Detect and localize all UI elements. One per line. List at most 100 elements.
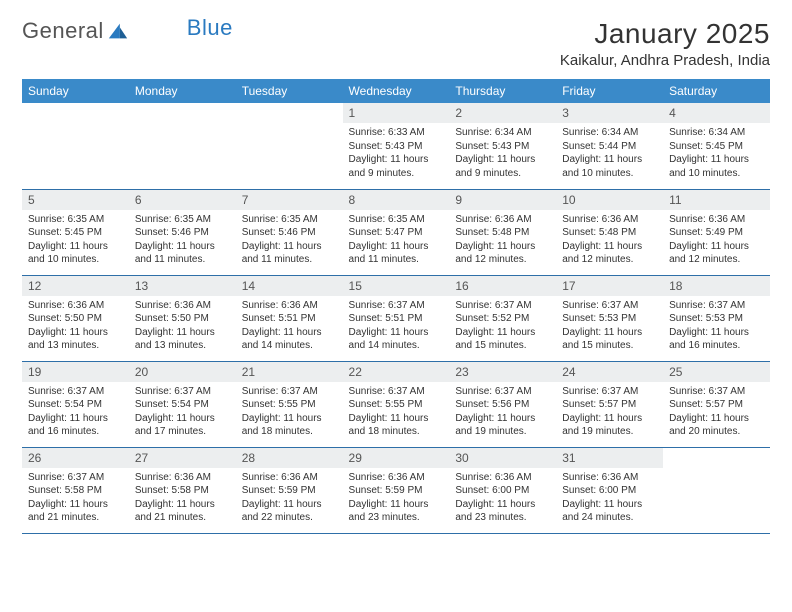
daylight-text: Daylight: 11 hours and 21 minutes. [135,498,230,525]
sunset-text: Sunset: 5:57 PM [562,398,657,412]
sunrise-text: Sunrise: 6:36 AM [562,213,657,227]
sunrise-text: Sunrise: 6:37 AM [28,385,123,399]
day-number: 25 [663,362,770,382]
sunset-text: Sunset: 5:57 PM [669,398,764,412]
daylight-text: Daylight: 11 hours and 24 minutes. [562,498,657,525]
sunset-text: Sunset: 6:00 PM [455,484,550,498]
day-number: 5 [22,190,129,210]
sunset-text: Sunset: 5:52 PM [455,312,550,326]
day-number: 27 [129,448,236,468]
day-number [22,103,129,109]
sunset-text: Sunset: 5:51 PM [242,312,337,326]
sunrise-text: Sunrise: 6:37 AM [562,385,657,399]
day-info: Sunrise: 6:37 AMSunset: 5:53 PMDaylight:… [556,296,663,357]
day-number: 8 [343,190,450,210]
day-number: 26 [22,448,129,468]
calendar-cell: 11Sunrise: 6:36 AMSunset: 5:49 PMDayligh… [663,189,770,275]
day-info: Sunrise: 6:36 AMSunset: 5:51 PMDaylight:… [236,296,343,357]
sunrise-text: Sunrise: 6:36 AM [455,213,550,227]
sunrise-text: Sunrise: 6:36 AM [28,299,123,313]
dayhead-wed: Wednesday [343,79,450,103]
calendar-cell [663,447,770,533]
calendar-cell: 9Sunrise: 6:36 AMSunset: 5:48 PMDaylight… [449,189,556,275]
day-info: Sunrise: 6:37 AMSunset: 5:55 PMDaylight:… [343,382,450,443]
sunset-text: Sunset: 5:45 PM [669,140,764,154]
day-info: Sunrise: 6:36 AMSunset: 5:50 PMDaylight:… [22,296,129,357]
daylight-text: Daylight: 11 hours and 20 minutes. [669,412,764,439]
sunset-text: Sunset: 5:50 PM [28,312,123,326]
daylight-text: Daylight: 11 hours and 14 minutes. [349,326,444,353]
sunrise-text: Sunrise: 6:33 AM [349,126,444,140]
day-number: 9 [449,190,556,210]
day-number: 18 [663,276,770,296]
day-info: Sunrise: 6:37 AMSunset: 5:54 PMDaylight:… [129,382,236,443]
day-info: Sunrise: 6:37 AMSunset: 5:52 PMDaylight:… [449,296,556,357]
day-number: 15 [343,276,450,296]
daylight-text: Daylight: 11 hours and 19 minutes. [562,412,657,439]
sunset-text: Sunset: 5:50 PM [135,312,230,326]
calendar-page: General Blue January 2025 Kaikalur, Andh… [0,0,792,552]
sunrise-text: Sunrise: 6:37 AM [242,385,337,399]
day-number: 1 [343,103,450,123]
daylight-text: Daylight: 11 hours and 15 minutes. [455,326,550,353]
day-number: 22 [343,362,450,382]
sunrise-text: Sunrise: 6:35 AM [135,213,230,227]
day-number: 11 [663,190,770,210]
calendar-cell: 21Sunrise: 6:37 AMSunset: 5:55 PMDayligh… [236,361,343,447]
day-number: 2 [449,103,556,123]
day-info: Sunrise: 6:35 AMSunset: 5:46 PMDaylight:… [236,210,343,271]
daylight-text: Daylight: 11 hours and 11 minutes. [349,240,444,267]
sunrise-text: Sunrise: 6:36 AM [562,471,657,485]
day-number: 16 [449,276,556,296]
calendar-cell: 15Sunrise: 6:37 AMSunset: 5:51 PMDayligh… [343,275,450,361]
sunset-text: Sunset: 5:45 PM [28,226,123,240]
daylight-text: Daylight: 11 hours and 22 minutes. [242,498,337,525]
calendar-cell: 17Sunrise: 6:37 AMSunset: 5:53 PMDayligh… [556,275,663,361]
day-number: 17 [556,276,663,296]
day-info: Sunrise: 6:36 AMSunset: 5:49 PMDaylight:… [663,210,770,271]
sunrise-text: Sunrise: 6:36 AM [135,299,230,313]
sunset-text: Sunset: 5:55 PM [242,398,337,412]
sunset-text: Sunset: 5:49 PM [669,226,764,240]
day-info: Sunrise: 6:35 AMSunset: 5:46 PMDaylight:… [129,210,236,271]
daylight-text: Daylight: 11 hours and 16 minutes. [28,412,123,439]
calendar-cell: 22Sunrise: 6:37 AMSunset: 5:55 PMDayligh… [343,361,450,447]
dayhead-mon: Monday [129,79,236,103]
day-number: 7 [236,190,343,210]
daylight-text: Daylight: 11 hours and 10 minutes. [562,153,657,180]
daylight-text: Daylight: 11 hours and 13 minutes. [28,326,123,353]
day-info: Sunrise: 6:36 AMSunset: 6:00 PMDaylight:… [449,468,556,529]
sunrise-text: Sunrise: 6:36 AM [669,213,764,227]
sunrise-text: Sunrise: 6:34 AM [562,126,657,140]
calendar-cell: 2Sunrise: 6:34 AMSunset: 5:43 PMDaylight… [449,103,556,189]
day-number: 3 [556,103,663,123]
sunrise-text: Sunrise: 6:36 AM [242,299,337,313]
sunrise-text: Sunrise: 6:35 AM [28,213,123,227]
sunrise-text: Sunrise: 6:37 AM [349,385,444,399]
day-info: Sunrise: 6:37 AMSunset: 5:57 PMDaylight:… [663,382,770,443]
calendar-cell: 16Sunrise: 6:37 AMSunset: 5:52 PMDayligh… [449,275,556,361]
day-info: Sunrise: 6:37 AMSunset: 5:54 PMDaylight:… [22,382,129,443]
sunrise-text: Sunrise: 6:37 AM [455,299,550,313]
calendar-week-row: 19Sunrise: 6:37 AMSunset: 5:54 PMDayligh… [22,361,770,447]
day-number: 28 [236,448,343,468]
calendar-cell: 26Sunrise: 6:37 AMSunset: 5:58 PMDayligh… [22,447,129,533]
day-number: 14 [236,276,343,296]
daylight-text: Daylight: 11 hours and 21 minutes. [28,498,123,525]
calendar-cell: 23Sunrise: 6:37 AMSunset: 5:56 PMDayligh… [449,361,556,447]
sunrise-text: Sunrise: 6:36 AM [242,471,337,485]
calendar-cell [129,103,236,189]
day-info: Sunrise: 6:36 AMSunset: 6:00 PMDaylight:… [556,468,663,529]
daylight-text: Daylight: 11 hours and 12 minutes. [669,240,764,267]
calendar-cell: 14Sunrise: 6:36 AMSunset: 5:51 PMDayligh… [236,275,343,361]
calendar-week-row: 5Sunrise: 6:35 AMSunset: 5:45 PMDaylight… [22,189,770,275]
day-number [663,448,770,454]
sunset-text: Sunset: 5:46 PM [135,226,230,240]
calendar-cell: 25Sunrise: 6:37 AMSunset: 5:57 PMDayligh… [663,361,770,447]
sunrise-text: Sunrise: 6:35 AM [242,213,337,227]
sunset-text: Sunset: 5:55 PM [349,398,444,412]
day-number: 31 [556,448,663,468]
calendar-cell: 8Sunrise: 6:35 AMSunset: 5:47 PMDaylight… [343,189,450,275]
sunset-text: Sunset: 5:59 PM [242,484,337,498]
daylight-text: Daylight: 11 hours and 12 minutes. [562,240,657,267]
